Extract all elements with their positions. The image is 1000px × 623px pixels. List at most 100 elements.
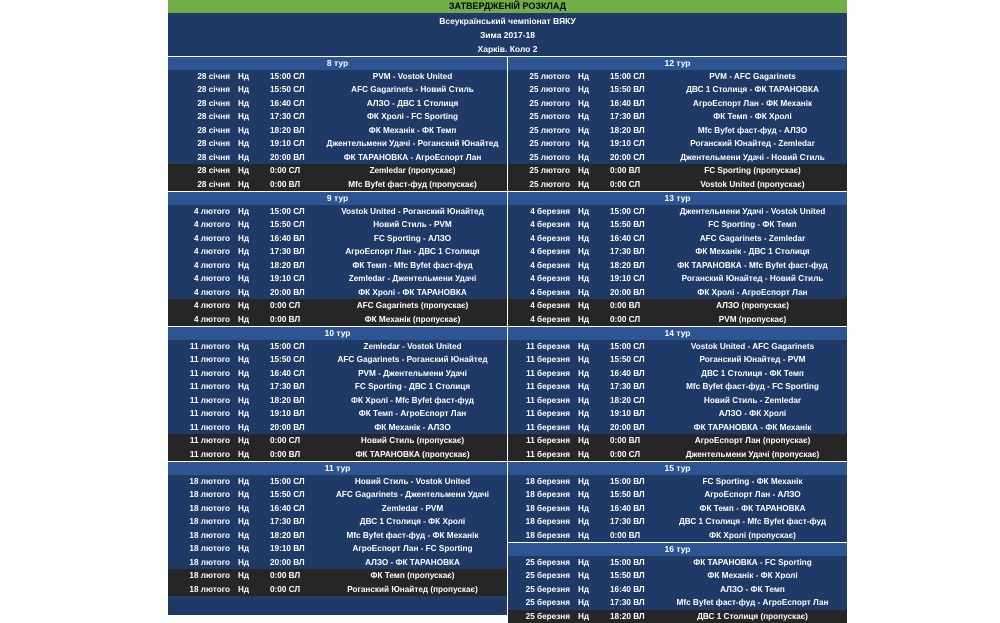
match-teams: Роганский Юнайтед - Новий Стиль <box>658 272 847 286</box>
match-teams: Роганский Юнайтед - Zemledar <box>658 137 847 151</box>
match-teams: Vostok United - AFC Gagarinets <box>658 340 847 354</box>
match-time: 20:00 ВЛ <box>610 421 658 435</box>
day-of-week: Нд <box>578 529 598 543</box>
match-date: 28 січня <box>168 70 230 84</box>
match-date: 25 лютого <box>508 70 570 84</box>
match-date: 25 лютого <box>508 124 570 138</box>
match-time: 15:00 СЛ <box>270 205 318 219</box>
day-of-week: Нд <box>578 380 598 394</box>
day-of-week: Нд <box>578 259 598 273</box>
match-time: 0:00 СЛ <box>270 583 318 597</box>
match-teams: FC Sporting - ФК Темп <box>658 218 847 232</box>
match-time: 17:30 ВЛ <box>610 380 658 394</box>
match-teams: АЛЗО - ФК ТАРАНОВКА <box>318 556 507 570</box>
day-of-week: Нд <box>238 434 258 448</box>
day-of-week: Нд <box>238 448 258 462</box>
match-time: 16:40 СЛ <box>270 97 318 111</box>
match-date: 25 березня <box>508 569 570 583</box>
day-of-week: Нд <box>238 205 258 219</box>
match-teams: Новий Стиль - PVM <box>318 218 507 232</box>
match-teams: PVM - Vostok United <box>318 70 507 84</box>
match-time: 15:00 ВЛ <box>610 556 658 570</box>
match-time: 16:40 СЛ <box>270 367 318 381</box>
tour-header: 11 тур <box>168 461 507 475</box>
day-of-week: Нд <box>578 70 598 84</box>
match-teams: Роганский Юнайтед - PVM <box>658 353 847 367</box>
day-of-week: Нд <box>238 178 258 192</box>
match-teams: FC Sporting (пропускає) <box>658 164 847 178</box>
match-date: 28 січня <box>168 83 230 97</box>
match-date: 4 лютого <box>168 232 230 246</box>
match-date: 18 лютого <box>168 475 230 489</box>
match-teams: АгроЕспорт Лан - ФК Механік <box>658 97 847 111</box>
match-time: 15:00 СЛ <box>270 70 318 84</box>
match-date: 4 березня <box>508 259 570 273</box>
match-time: 0:00 СЛ <box>270 434 318 448</box>
match-date: 4 березня <box>508 218 570 232</box>
match-date: 4 лютого <box>168 218 230 232</box>
match-teams: ФК Темп (пропускає) <box>318 569 507 583</box>
match-teams: ДВС 1 Столиця - ФК Хролі <box>318 515 507 529</box>
day-of-week: Нд <box>238 353 258 367</box>
match-teams: Mfc Byfet фаст-фуд - АгроЕспорт Лан <box>658 596 847 610</box>
match-date: 28 січня <box>168 178 230 192</box>
match-teams: AFC Gagarinets (пропускає) <box>318 299 507 313</box>
day-of-week: Нд <box>238 299 258 313</box>
match-time: 16:40 ВЛ <box>270 232 318 246</box>
day-of-week: Нд <box>578 421 598 435</box>
match-teams: PVM - Джентельмени Удачі <box>318 367 507 381</box>
match-teams: ДВС 1 Столиця - ФК ТАРАНОВКА <box>658 83 847 97</box>
match-time: 0:00 СЛ <box>270 164 318 178</box>
championship-title: Всеукраїнський чемпіонат ВЯКУ <box>168 14 847 28</box>
match-teams: Новий Стиль (пропускає) <box>318 434 507 448</box>
match-date: 25 березня <box>508 596 570 610</box>
day-of-week: Нд <box>578 407 598 421</box>
match-date: 4 березня <box>508 205 570 219</box>
match-date: 18 березня <box>508 529 570 543</box>
match-time: 18:20 СЛ <box>610 394 658 408</box>
match-date: 18 березня <box>508 488 570 502</box>
match-teams: ФК Хролі - ФК ТАРАНОВКА <box>318 286 507 300</box>
day-of-week: Нд <box>578 488 598 502</box>
match-time: 0:00 СЛ <box>270 299 318 313</box>
match-teams: ФК Механік - ФК Темп <box>318 124 507 138</box>
day-of-week: Нд <box>578 124 598 138</box>
match-time: 20:00 ВЛ <box>270 151 318 165</box>
match-teams: ФК ТАРАНОВКА - ФК Механік <box>658 421 847 435</box>
day-of-week: Нд <box>238 340 258 354</box>
match-date: 25 березня <box>508 610 570 623</box>
match-teams: ДВС 1 Столиця - Mfc Byfet фаст-фуд <box>658 515 847 529</box>
day-of-week: Нд <box>578 272 598 286</box>
match-time: 0:00 ВЛ <box>610 164 658 178</box>
day-of-week: Нд <box>578 110 598 124</box>
match-teams: Mfc Byfet фаст-фуд (пропускає) <box>318 178 507 192</box>
match-time: 0:00 СЛ <box>610 448 658 462</box>
day-of-week: Нд <box>238 124 258 138</box>
match-time: 0:00 ВЛ <box>610 529 658 543</box>
match-date: 11 березня <box>508 340 570 354</box>
match-time: 0:00 ВЛ <box>610 434 658 448</box>
match-time: 18:20 ВЛ <box>610 259 658 273</box>
